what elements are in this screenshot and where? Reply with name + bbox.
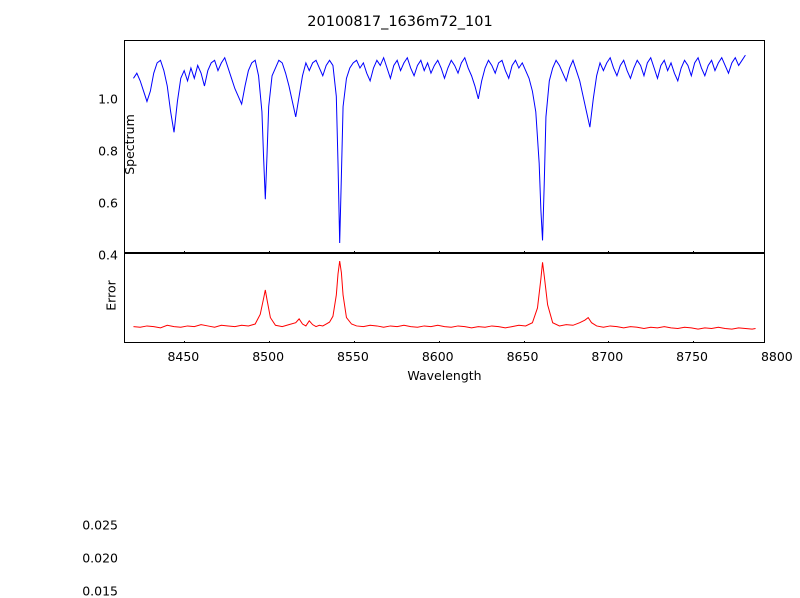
spectrum-ytick-label: 0.4 (98, 247, 118, 263)
figure-title: 20100817_1636m72_101 (307, 14, 493, 30)
error-axes (124, 253, 765, 343)
spectrum-ytick-label: 1.0 (98, 91, 118, 107)
error-ytick-label: 0.025 (82, 517, 118, 533)
error-ytick-label: 0.015 (82, 583, 118, 598)
spectrum-axes (124, 40, 765, 253)
error-line-plot (125, 254, 764, 342)
x-axis-tick-label: 8450 (167, 349, 200, 364)
spectrum-ytick-labels: 0.4 0.6 0.8 1.0 (0, 40, 124, 263)
error-ytick-label: 0.020 (82, 550, 118, 566)
x-axis-tick-label: 8800 (760, 349, 793, 364)
x-axis-tick-label: 8550 (337, 349, 369, 364)
spectrum-ytick-label: 0.8 (98, 143, 118, 159)
spectrum-line-plot (125, 41, 764, 252)
x-axis-tick-label: 8750 (676, 349, 708, 364)
spectrum-ytick-label: 0.6 (98, 195, 118, 211)
x-axis-tick-label: 8500 (252, 349, 285, 364)
x-axis-tick-labels: 8450 8500 8550 8600 8650 8700 8750 8800 (124, 343, 792, 365)
x-axis-tick-label: 8600 (421, 349, 454, 364)
x-axis-tick-label: 8650 (506, 349, 539, 364)
x-axis-label: Wavelength (407, 368, 482, 383)
x-axis-tick-label: 8700 (591, 349, 624, 364)
figure-canvas: 20100817_1636m72_101 Spectrum 0.4 0.6 0.8 1… (0, 14, 793, 598)
error-ytick-labels: 0.015 0.020 0.025 (0, 253, 124, 598)
